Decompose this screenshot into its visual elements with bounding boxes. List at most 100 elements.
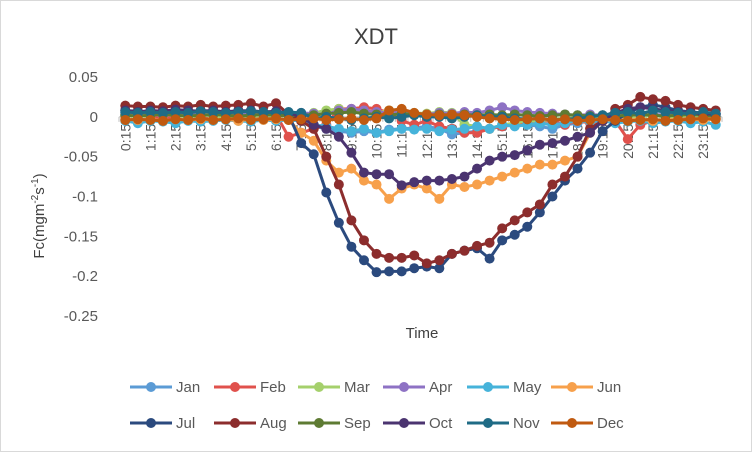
- data-point-dec: [371, 113, 382, 124]
- y-tick-label: 0: [90, 109, 98, 126]
- data-point-jul: [409, 263, 420, 274]
- data-point-may: [434, 126, 445, 137]
- data-point-oct: [472, 163, 483, 174]
- data-point-jun: [534, 159, 545, 170]
- data-point-may: [358, 123, 369, 134]
- data-point-dec: [308, 113, 319, 124]
- legend-label: Feb: [260, 379, 286, 396]
- data-point-dec: [157, 115, 168, 126]
- data-point-oct: [497, 151, 508, 162]
- legend-item-feb: Feb: [214, 379, 286, 396]
- data-point-oct: [384, 169, 395, 180]
- data-point-aug: [459, 245, 470, 256]
- data-point-jun: [308, 135, 319, 146]
- data-point-jul: [371, 267, 382, 278]
- series-dec: [120, 103, 721, 126]
- data-point-nov: [283, 107, 294, 118]
- legend-item-aug: Aug: [214, 415, 287, 432]
- data-point-jul: [296, 138, 307, 149]
- data-point-aug: [396, 252, 407, 263]
- data-point-dec: [547, 115, 558, 126]
- data-point-may: [396, 123, 407, 134]
- data-point-dec: [358, 115, 369, 126]
- x-tick-label: 2:15: [168, 124, 184, 151]
- data-point-jun: [384, 193, 395, 204]
- legend-marker: [483, 418, 493, 428]
- data-point-dec: [622, 115, 633, 126]
- data-point-jul: [308, 149, 319, 160]
- data-point-dec: [647, 114, 658, 125]
- data-point-oct: [409, 177, 420, 188]
- data-point-jun: [484, 175, 495, 186]
- data-point-jun: [371, 179, 382, 190]
- legend-item-may: May: [467, 379, 542, 396]
- legend-marker: [146, 382, 156, 392]
- data-point-jun: [472, 179, 483, 190]
- data-point-dec: [220, 114, 231, 125]
- x-tick-label: 15:15: [494, 124, 510, 159]
- data-point-dec: [346, 113, 357, 124]
- legend-label: Sep: [344, 415, 371, 432]
- data-point-may: [459, 123, 470, 134]
- data-point-may: [371, 127, 382, 138]
- data-point-oct: [509, 150, 520, 161]
- y-axis-label-sup1: -2: [30, 194, 41, 203]
- data-point-dec: [660, 115, 671, 126]
- data-point-jun: [559, 155, 570, 166]
- legend-label: Oct: [429, 415, 453, 432]
- data-point-nov: [673, 107, 684, 118]
- data-point-dec: [559, 114, 570, 125]
- legend-item-oct: Oct: [383, 415, 453, 432]
- data-point-dec: [271, 113, 282, 124]
- data-point-aug: [333, 179, 344, 190]
- data-point-oct: [572, 131, 583, 142]
- data-point-oct: [421, 175, 432, 186]
- data-point-nov: [396, 111, 407, 122]
- chart-title: XDT: [354, 24, 398, 49]
- data-point-nov: [208, 107, 219, 118]
- data-point-nov: [647, 105, 658, 116]
- x-tick-label: 0:15: [117, 124, 133, 151]
- legend-marker: [314, 418, 324, 428]
- data-point-jul: [534, 207, 545, 218]
- data-point-nov: [660, 107, 671, 118]
- data-point-nov: [195, 106, 206, 117]
- data-point-dec: [396, 103, 407, 114]
- data-point-dec: [472, 111, 483, 122]
- data-point-jul: [333, 217, 344, 228]
- data-point-nov: [183, 107, 194, 118]
- data-point-dec: [497, 114, 508, 125]
- data-point-dec: [509, 115, 520, 126]
- data-point-aug: [271, 98, 282, 109]
- data-point-jul: [547, 191, 558, 202]
- data-point-dec: [585, 115, 596, 126]
- data-point-oct: [484, 155, 495, 166]
- data-point-dec: [183, 115, 194, 126]
- data-point-oct: [547, 138, 558, 149]
- legend-label: Apr: [429, 379, 452, 396]
- data-point-jun: [434, 193, 445, 204]
- data-point-oct: [321, 123, 332, 134]
- data-point-dec: [635, 115, 646, 126]
- data-point-aug: [384, 252, 395, 263]
- data-point-jun: [522, 163, 533, 174]
- data-point-dec: [333, 114, 344, 125]
- data-point-may: [484, 123, 495, 134]
- data-point-oct: [522, 145, 533, 156]
- data-point-oct: [559, 135, 570, 146]
- legend-item-jan: Jan: [130, 379, 200, 396]
- x-tick-label: 11:15: [394, 124, 410, 158]
- data-point-aug: [547, 179, 558, 190]
- x-tick-label: 6:15: [268, 124, 284, 151]
- data-point-dec: [409, 107, 420, 118]
- data-point-jun: [333, 167, 344, 178]
- data-point-jul: [321, 187, 332, 198]
- x-tick-label: 22:15: [670, 124, 686, 159]
- data-point-dec: [522, 114, 533, 125]
- x-axis-label: Time: [406, 325, 439, 342]
- data-point-nov: [170, 107, 181, 118]
- data-point-jul: [497, 235, 508, 246]
